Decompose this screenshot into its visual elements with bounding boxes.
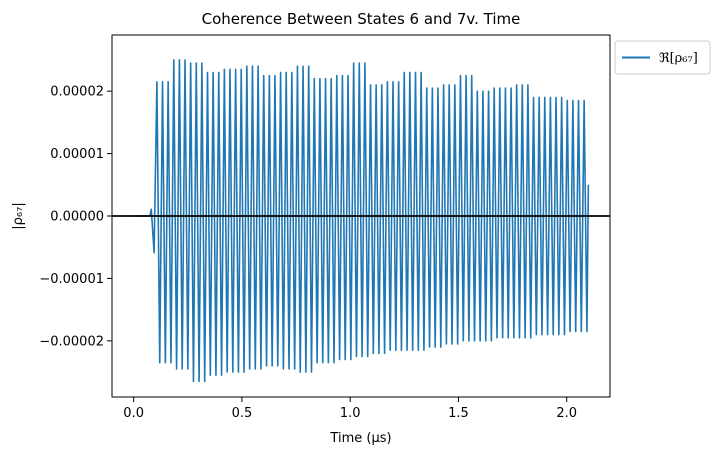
y-tick-label: −0.00001 (39, 272, 104, 287)
y-tick-label: 0.00001 (50, 147, 104, 162)
x-tick-label: 1.5 (448, 406, 469, 421)
chart-title: Coherence Between States 6 and 7v. Time (202, 10, 521, 28)
x-axis-label: Time (μs) (329, 431, 391, 446)
x-tick-label: 0.0 (123, 406, 144, 421)
axes: 0.0 0.5 1.0 1.5 2.0 −0.00002 −0.00001 0.00000 0.… (39, 34, 611, 421)
y-tick-label: 0.00002 (50, 85, 104, 100)
plot-area (112, 59, 610, 383)
x-tick-label: 1.0 (340, 406, 361, 421)
y-tick-label: 0.00000 (50, 210, 104, 225)
series-line (133, 59, 590, 383)
legend-label: ℜ[ρ₆₇] (659, 51, 698, 66)
y-axis-label: |ρ₆₇| (11, 202, 26, 229)
y-tick-label: −0.00002 (39, 334, 104, 349)
x-tick-label: 2.0 (556, 406, 577, 421)
legend: ℜ[ρ₆₇] (614, 40, 711, 75)
legend-box (614, 40, 711, 75)
x-tick-label: 0.5 (232, 406, 253, 421)
